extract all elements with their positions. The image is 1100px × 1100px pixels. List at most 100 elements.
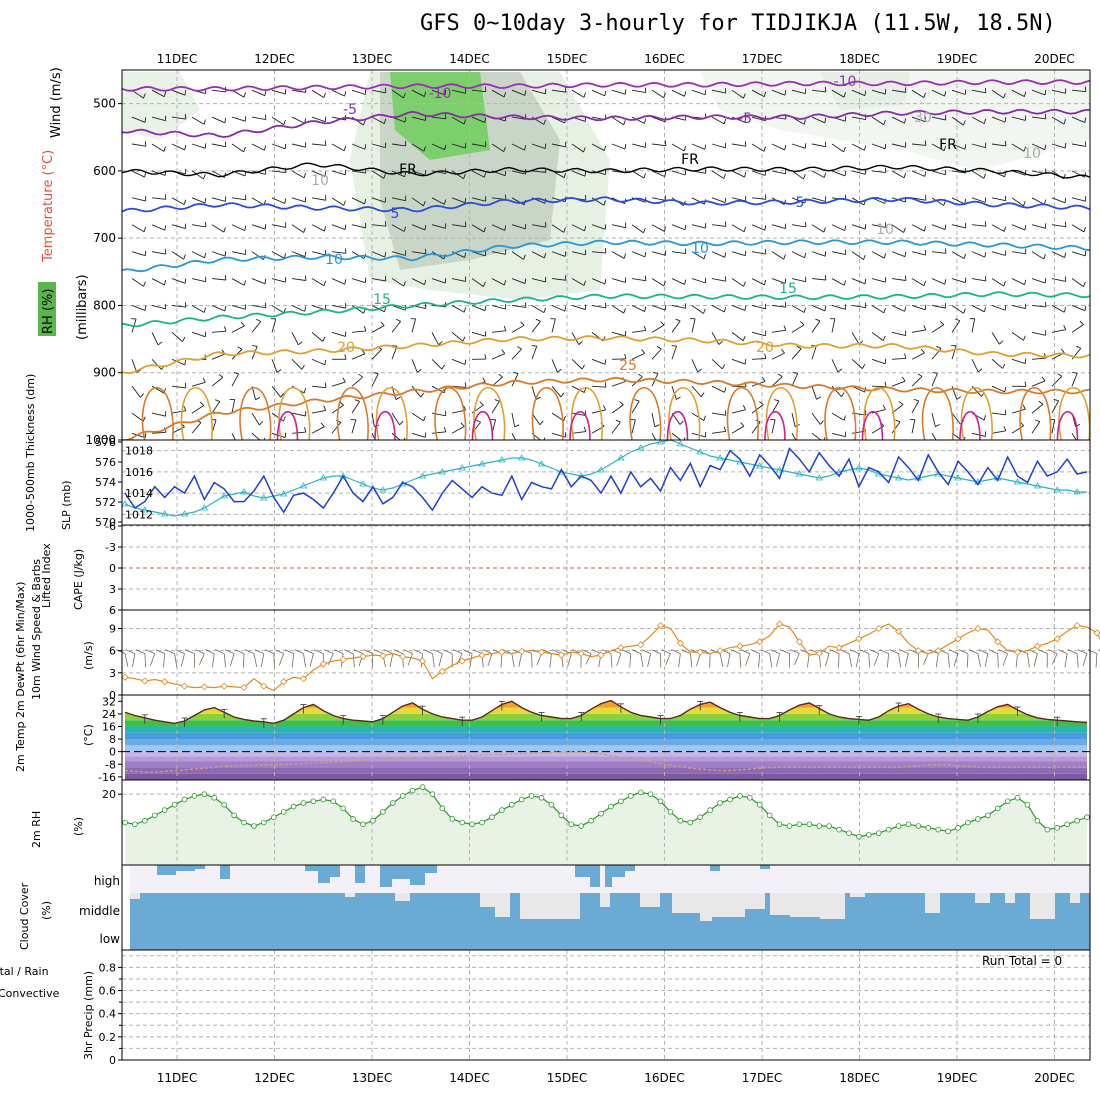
isotherm-loop bbox=[668, 387, 701, 441]
wind-barb bbox=[1031, 143, 1045, 151]
wind-barb bbox=[651, 348, 662, 360]
rh-marker bbox=[846, 830, 852, 836]
wind-barb-flag bbox=[441, 364, 445, 370]
surface-barb bbox=[935, 653, 939, 668]
thickness-marker bbox=[835, 468, 843, 475]
surface-barb bbox=[303, 653, 306, 668]
wind-barb bbox=[931, 324, 944, 333]
wind-barb-flag bbox=[560, 392, 565, 398]
isotherm-loop bbox=[531, 387, 564, 441]
wind-barb-flag bbox=[815, 318, 821, 322]
wind-barb bbox=[551, 251, 566, 257]
wind-barb bbox=[151, 358, 162, 370]
wind-barb bbox=[591, 143, 605, 151]
surface-barb bbox=[1002, 653, 1009, 666]
wind-speed-marker bbox=[220, 682, 228, 690]
surface-barb-flag bbox=[373, 649, 384, 654]
wind-barb-flag bbox=[1072, 371, 1078, 374]
wind-speed-marker bbox=[1073, 621, 1081, 630]
wind-barb bbox=[271, 385, 281, 398]
wind-barb bbox=[911, 305, 926, 311]
wind-barb bbox=[831, 224, 845, 232]
wind-barb bbox=[951, 143, 966, 150]
wind-barb-flag bbox=[298, 341, 303, 346]
wind-barb bbox=[811, 251, 826, 257]
wind-barb bbox=[831, 359, 839, 373]
wind-barb-flag bbox=[638, 373, 643, 378]
surface-barb-flag bbox=[552, 649, 562, 654]
wind-barb bbox=[131, 432, 146, 439]
wind-speed-marker bbox=[1033, 642, 1041, 650]
rh-marker bbox=[975, 816, 981, 822]
wind-barb-flag bbox=[563, 415, 566, 421]
wind-barb bbox=[231, 305, 246, 310]
surface-barb bbox=[124, 653, 129, 667]
surface-barb bbox=[438, 653, 443, 667]
isotherm-loop bbox=[180, 387, 213, 441]
wind-barb bbox=[291, 358, 303, 370]
wind-barb bbox=[671, 278, 685, 285]
wind-barb-flag bbox=[343, 145, 347, 151]
wind-barb-flag bbox=[843, 92, 847, 98]
wind-barb bbox=[191, 224, 206, 228]
wind-barb bbox=[451, 170, 464, 180]
wind-barb bbox=[1051, 197, 1066, 204]
isotherm-loop bbox=[570, 387, 603, 441]
wind-barb bbox=[891, 357, 906, 360]
surface-barb-flag bbox=[1067, 649, 1078, 654]
wind-barb-flag bbox=[641, 349, 646, 354]
wind-barb bbox=[691, 278, 706, 284]
wind-barb bbox=[471, 89, 486, 93]
rh-marker bbox=[538, 794, 545, 801]
wind-barb bbox=[731, 251, 746, 257]
wind-barb-flag bbox=[1063, 119, 1067, 125]
surface-barb bbox=[163, 653, 166, 668]
wind-barb-flag bbox=[423, 201, 426, 207]
temperature-color-bands bbox=[122, 695, 1090, 780]
wind-barb bbox=[211, 330, 226, 333]
wind-barb-flag bbox=[744, 172, 747, 178]
high-cloud-bar bbox=[318, 865, 330, 883]
wind-barb-flag bbox=[676, 396, 681, 400]
wind-barb bbox=[751, 143, 765, 152]
surface-barb bbox=[898, 653, 901, 668]
middle-cloud-gap bbox=[820, 893, 845, 919]
rh-marker bbox=[965, 819, 971, 826]
wind-barb bbox=[851, 224, 866, 230]
wind-barb-flag bbox=[204, 198, 207, 204]
wind-barb bbox=[531, 170, 546, 173]
wind-barb-flag bbox=[943, 200, 946, 206]
wind-barb bbox=[411, 116, 426, 121]
wind-barb bbox=[131, 251, 146, 257]
wind-barb bbox=[351, 251, 365, 260]
wind-barb bbox=[731, 409, 746, 414]
wind-barb-flag bbox=[764, 194, 767, 200]
surface-barb-flag bbox=[978, 649, 988, 654]
wind-barb bbox=[531, 305, 545, 314]
rh-marker bbox=[856, 833, 862, 840]
isotherm-loop bbox=[569, 411, 591, 441]
rh-marker bbox=[320, 796, 327, 803]
surface-barb bbox=[647, 653, 652, 667]
rh-marker bbox=[915, 823, 922, 829]
wind-barb-flag bbox=[363, 326, 367, 332]
wind-barb-flag bbox=[643, 325, 647, 331]
wind-barb bbox=[551, 318, 556, 333]
wind-speed-marker bbox=[537, 648, 546, 656]
isotherm-line bbox=[121, 162, 1091, 179]
wind-barb-flag bbox=[255, 396, 261, 401]
wind-barb-flag bbox=[983, 118, 987, 124]
wind-barb bbox=[251, 143, 265, 151]
wind-barb-flag bbox=[1003, 226, 1007, 232]
wind-barb bbox=[811, 116, 825, 124]
wind-barb bbox=[931, 197, 944, 206]
wind-barb bbox=[1071, 143, 1086, 147]
wind-barb bbox=[191, 197, 206, 204]
isotherm-line bbox=[122, 376, 1091, 441]
wind-barb bbox=[631, 278, 646, 282]
date-label-bottom: 15DEC bbox=[547, 1071, 587, 1085]
middle-cloud-gap bbox=[672, 893, 700, 913]
wind-barb-flag bbox=[557, 368, 562, 373]
